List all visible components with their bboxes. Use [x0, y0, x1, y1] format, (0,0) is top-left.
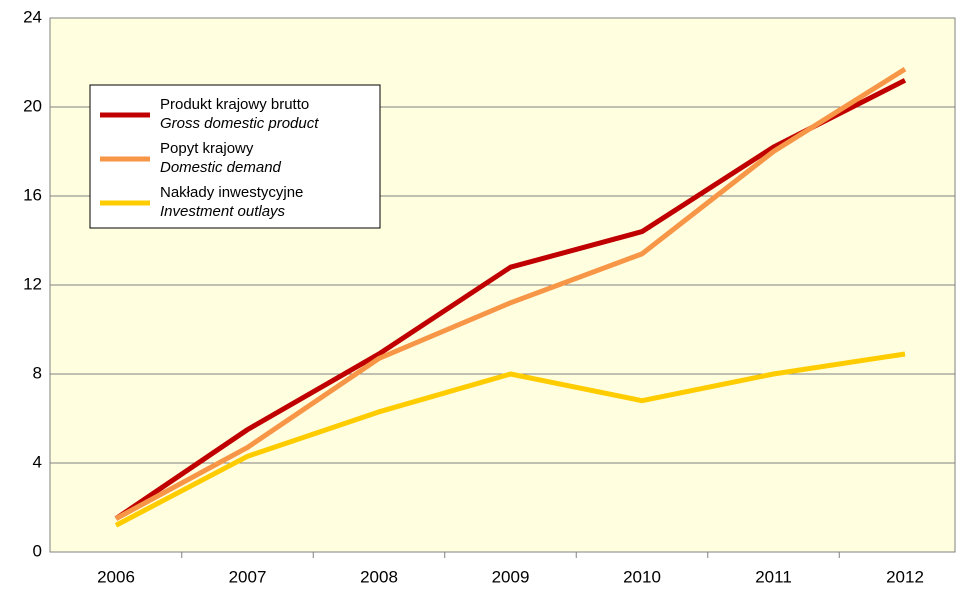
- legend-label: Produkt krajowy brutto: [160, 96, 309, 113]
- x-tick-label: 2011: [755, 567, 792, 586]
- x-tick-label: 2012: [886, 567, 924, 586]
- x-tick-label: 2007: [229, 567, 267, 586]
- y-tick-label: 20: [23, 96, 42, 115]
- legend-label: Popyt krajowy: [160, 140, 254, 157]
- line-series: [114, 67, 907, 521]
- y-tick-label: 16: [23, 185, 42, 204]
- x-tick-label: 2010: [623, 567, 661, 586]
- y-tick-label: 0: [33, 541, 42, 560]
- legend-label-en: Gross domestic product: [160, 115, 319, 132]
- x-tick-label: 2006: [97, 567, 135, 586]
- y-tick-label: 12: [23, 274, 42, 293]
- line-series: [114, 351, 906, 528]
- y-tick-label: 24: [23, 7, 42, 26]
- y-tick-label: 8: [33, 363, 42, 382]
- legend: Produkt krajowy brutto Gross domestic pro…: [89, 84, 381, 229]
- legend-label: Nakłady inwestycyjne: [160, 184, 303, 201]
- x-tick-label: 2009: [492, 567, 530, 586]
- x-tick-label: 2008: [360, 567, 398, 586]
- legend-label-en: Investment outlays: [160, 203, 286, 220]
- legend-label-en: Domestic demand: [160, 159, 282, 176]
- y-tick-label: 4: [33, 452, 42, 471]
- line-series: [114, 78, 907, 521]
